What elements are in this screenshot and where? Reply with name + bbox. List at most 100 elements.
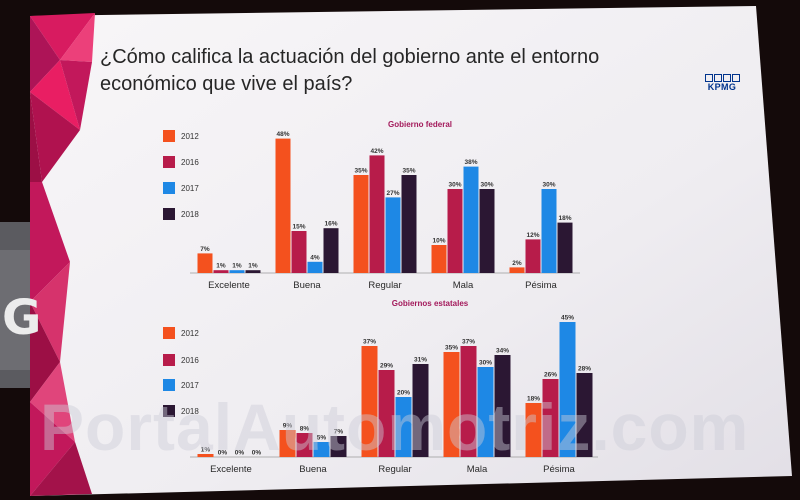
value-label-excelente-2012: 7% <box>200 246 210 253</box>
bar-mala-2017 <box>463 166 479 273</box>
bar-excelente-2018 <box>245 270 261 273</box>
bar-excelente-2012 <box>197 454 214 457</box>
category-label-regular: Regular <box>368 280 401 291</box>
value-label-mala-2016: 37% <box>462 339 475 346</box>
bar-pesima-2016 <box>542 379 559 457</box>
slide-decoration-shape <box>30 60 80 130</box>
value-label-mala-2012: 10% <box>432 238 445 245</box>
bar-excelente-2012 <box>197 253 213 273</box>
value-label-pesima-2016: 12% <box>526 232 539 239</box>
logo-box <box>731 74 740 82</box>
category-label-excelente: Excelente <box>208 280 250 291</box>
legend-swatch-2017 <box>163 182 175 194</box>
bar-mala-2016 <box>460 346 477 457</box>
bar-regular-2012 <box>353 175 369 273</box>
bar-mala-2018 <box>494 355 511 457</box>
bar-mala-2018 <box>479 189 495 273</box>
slide-decoration-shape <box>30 362 75 442</box>
bar-pesima-2012 <box>525 403 542 457</box>
bar-pesima-2018 <box>576 373 593 457</box>
value-label-buena-2012: 48% <box>276 131 289 138</box>
category-label-mala: Mala <box>453 280 474 291</box>
legend-label-2016: 2016 <box>181 356 199 365</box>
bar-mala-2012 <box>443 352 460 457</box>
slide-decoration-shape <box>60 60 92 130</box>
bar-excelente-2016 <box>213 270 229 273</box>
bar-buena-2017 <box>307 261 323 273</box>
legend-swatch-2012 <box>163 327 175 339</box>
slide-decoration-shape <box>30 442 92 496</box>
legend-label-2016: 2016 <box>181 158 199 167</box>
category-label-regular: Regular <box>378 464 411 475</box>
slide-title: ¿Cómo califica la actuación del gobierno… <box>100 44 599 98</box>
slide-decoration-shape <box>30 92 80 182</box>
value-label-excelente-2012: 1% <box>201 447 211 454</box>
bar-buena-2018 <box>330 436 347 457</box>
value-label-mala-2018: 34% <box>496 348 509 355</box>
legend-label-2017: 2017 <box>181 381 199 390</box>
bar-pesima-2012 <box>509 267 525 273</box>
value-label-excelente-2016: 0% <box>218 450 228 457</box>
bar-buena-2012 <box>279 430 296 457</box>
value-label-excelente-2017: 1% <box>232 263 242 270</box>
chart-title: Gobierno federal <box>388 120 452 129</box>
value-label-pesima-2017: 45% <box>561 315 574 322</box>
bar-mala-2017 <box>477 367 494 457</box>
category-label-pesima: Pésima <box>543 464 575 475</box>
category-label-excelente: Excelente <box>210 464 252 475</box>
bar-buena-2016 <box>291 231 307 273</box>
value-label-buena-2017: 4% <box>310 254 320 261</box>
legend-swatch-2012 <box>163 130 175 142</box>
bar-regular-2016 <box>378 370 395 457</box>
value-label-buena-2018: 16% <box>324 221 337 228</box>
value-label-buena-2012: 9% <box>283 423 293 430</box>
legend-swatch-2016 <box>163 354 175 366</box>
slide-decoration <box>30 13 95 496</box>
bar-pesima-2017 <box>559 322 576 457</box>
value-label-pesima-2018: 28% <box>578 366 591 373</box>
chart-title: Gobiernos estatales <box>392 299 469 308</box>
legend-swatch-2018 <box>163 208 175 220</box>
kpmg-logo-text: KPMG <box>707 82 737 92</box>
bar-buena-2012 <box>275 138 291 273</box>
value-label-mala-2017: 38% <box>464 159 477 166</box>
category-label-pesima: Pésima <box>525 280 557 291</box>
bar-regular-2017 <box>385 197 401 273</box>
slide-title-line-1: ¿Cómo califica la actuación del gobierno… <box>100 46 600 68</box>
value-label-pesima-2018: 18% <box>558 215 571 222</box>
category-label-buena: Buena <box>293 280 321 291</box>
legend-label-2012: 2012 <box>181 329 199 338</box>
bar-pesima-2017 <box>541 189 557 273</box>
bar-mala-2012 <box>431 245 447 273</box>
value-label-excelente-2018: 1% <box>248 263 258 270</box>
value-label-mala-2017: 30% <box>479 360 492 367</box>
value-label-mala-2012: 35% <box>445 345 458 352</box>
value-label-pesima-2016: 26% <box>544 372 557 379</box>
value-label-pesima-2012: 2% <box>512 260 522 267</box>
legend-label-2012: 2012 <box>181 132 199 141</box>
slide-decoration-shape <box>30 302 60 402</box>
value-label-pesima-2017: 30% <box>542 182 555 189</box>
bar-buena-2016 <box>296 433 313 457</box>
chart-gobierno-federal: Gobierno federal 2012 2016 2017 2018 7% 1% 1% 1%… <box>163 120 580 291</box>
value-label-mala-2018: 30% <box>480 182 493 189</box>
value-label-buena-2016: 8% <box>300 426 310 433</box>
value-label-mala-2016: 30% <box>448 182 461 189</box>
value-label-pesima-2012: 18% <box>527 396 540 403</box>
slide-decoration-shape <box>30 262 70 362</box>
value-label-buena-2018: 7% <box>334 429 344 436</box>
legend-label-2018: 2018 <box>181 407 199 416</box>
logo-box <box>704 74 713 82</box>
value-label-regular-2017: 20% <box>397 390 410 397</box>
banner-letter: G <box>2 290 42 346</box>
bar-excelente-2017 <box>229 270 245 273</box>
bar-pesima-2016 <box>525 239 541 273</box>
value-label-regular-2017: 27% <box>386 190 399 197</box>
legend-label-2018: 2018 <box>181 210 199 219</box>
bar-pesima-2018 <box>557 222 573 273</box>
slide-title-line-2: económico que vive el país? <box>100 73 353 95</box>
slide-decoration-shape <box>30 13 95 60</box>
category-label-buena: Buena <box>299 464 327 475</box>
value-label-regular-2018: 31% <box>414 357 427 364</box>
bar-mala-2016 <box>447 189 463 273</box>
